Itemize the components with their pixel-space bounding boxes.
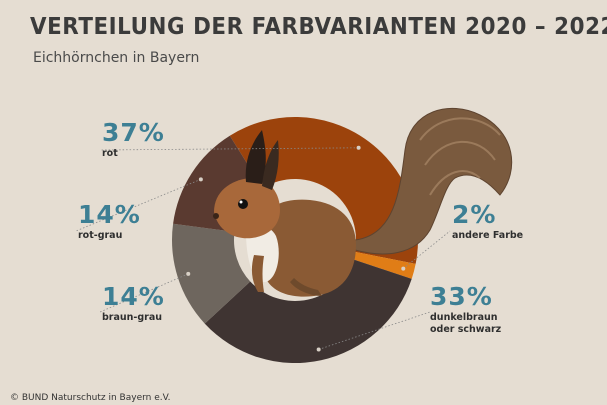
value-rot-grau: 14% [78,200,141,229]
label-andere-farbe: 2% andere Farbe [452,200,523,242]
leader-dot [401,266,406,271]
category-rot: rot [102,148,118,159]
chart-title: VERTEILUNG DER FARBVARIANTEN 2020 – 2022 [30,14,607,40]
leader-dot [356,145,361,150]
squirrel-illustration [213,107,513,297]
label-braun-grau: 14% braun-grau [102,282,165,324]
leader-line [403,230,451,269]
leader-dot [198,177,203,182]
label-dunkelbraun: 33% dunkelbraun oder schwarz [430,282,520,336]
chart-subtitle: Eichhörnchen in Bayern [33,50,200,66]
slice-dunkelbraun-oder-schwarz [204,259,412,363]
value-andere-farbe: 2% [452,200,497,229]
label-rot: 37% rot [102,118,165,160]
leader-dot [316,347,321,352]
slice-braun-grau [172,223,251,324]
leader-dot [186,271,191,276]
category-braun-grau: braun-grau [102,312,163,323]
leader-line [75,178,202,232]
category-dunkelbraun: dunkelbraun oder schwarz [430,312,502,335]
leader-lines [75,145,451,352]
squirrel-body [259,199,356,297]
squirrel-tail [354,107,513,255]
slice-andere-farbe [352,251,416,279]
value-rot: 37% [102,118,165,147]
category-rot-grau: rot-grau [78,230,123,241]
label-rot-grau: 14% rot-grau [78,200,141,242]
squirrel-eye [238,199,248,209]
value-dunkelbraun: 33% [430,282,493,311]
category-andere-farbe: andere Farbe [452,230,524,241]
value-braun-grau: 14% [102,282,165,311]
leader-line [99,147,359,151]
copyright-footer: © BUND Naturschutz in Bayern e.V. [10,393,171,403]
squirrel-head [214,177,280,239]
